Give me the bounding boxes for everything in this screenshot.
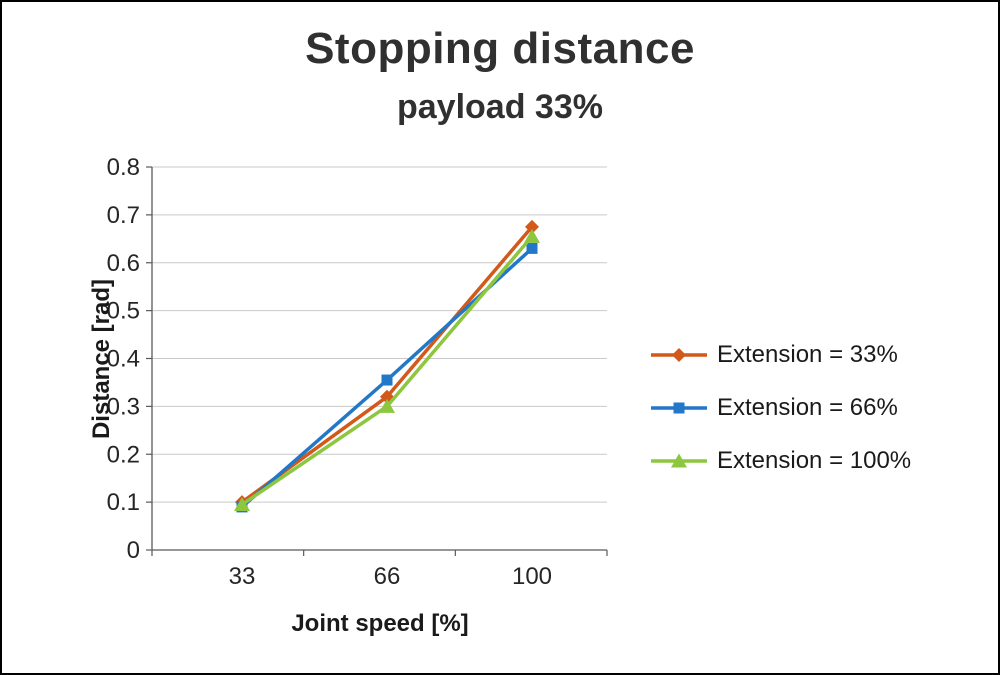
y-tick-label: 0.4	[107, 346, 140, 373]
legend-label: Extension = 66%	[717, 393, 898, 421]
chart-subtitle: payload 33%	[397, 88, 603, 126]
x-tick-label: 66	[374, 563, 401, 590]
y-tick-label: 0.3	[107, 393, 140, 420]
y-axis-title: Distance [rad]	[88, 278, 115, 440]
y-tick-label: 0.5	[107, 298, 140, 325]
triangle-marker	[671, 453, 687, 467]
legend-swatch-triangle-icon	[651, 453, 707, 467]
y-tick-label: 0.6	[107, 250, 140, 277]
square-marker	[673, 402, 685, 413]
diamond-marker	[672, 347, 686, 362]
diamond-marker	[525, 219, 539, 234]
legend-label: Extension = 33%	[717, 340, 898, 368]
legend-item: Extension = 100%	[650, 434, 911, 487]
square-marker	[526, 242, 538, 254]
series-line	[240, 225, 534, 504]
legend-label: Extension = 100%	[717, 446, 912, 474]
legend-item: Extension = 66%	[650, 381, 911, 434]
triangle-marker	[524, 228, 540, 243]
y-tick-label: 0.1	[107, 489, 140, 516]
legend: Extension = 33% Extension = 66% Extension …	[650, 328, 911, 487]
y-tick-label: 0.7	[107, 202, 140, 229]
x-tick-label: 33	[229, 563, 256, 590]
x-tick-label: 100	[512, 563, 552, 590]
legend-item: Extension = 33%	[650, 328, 911, 381]
triangle-marker	[379, 398, 395, 413]
plot-area: 0 0.1 0.2 0.3 0.4 0.5 0.6 0.7 0.8 33 66 100	[107, 154, 608, 590]
square-marker	[381, 374, 393, 386]
chart-title: Stopping distance	[305, 24, 695, 73]
triangle-marker	[234, 497, 250, 512]
legend-swatch-square-icon	[651, 402, 707, 413]
x-axis-title: Joint speed [%]	[291, 610, 469, 637]
legend-swatch-diamond-icon	[651, 347, 707, 362]
y-tick-label: 0	[127, 537, 140, 564]
y-tick-label: 0.8	[107, 154, 140, 181]
y-tick-label: 0.2	[107, 441, 140, 468]
